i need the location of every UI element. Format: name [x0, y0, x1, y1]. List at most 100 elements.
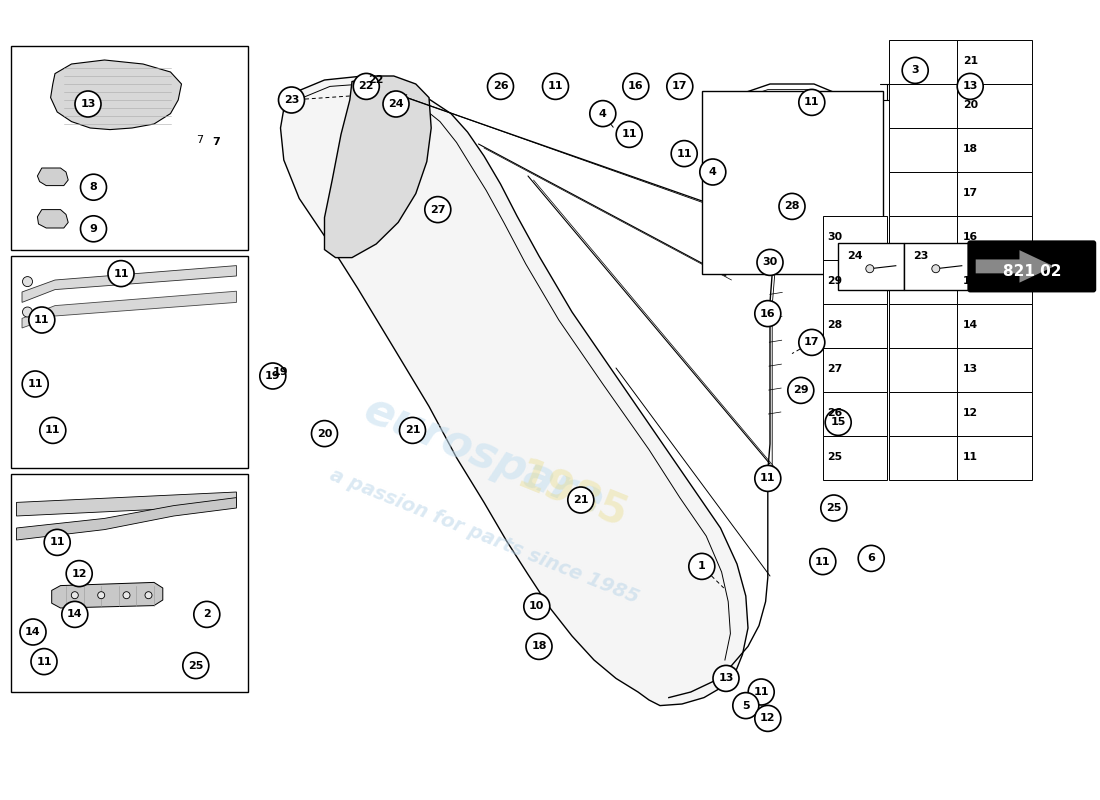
- Text: 11: 11: [548, 82, 563, 91]
- Text: 29: 29: [793, 386, 808, 395]
- Circle shape: [825, 410, 851, 435]
- Circle shape: [623, 74, 649, 99]
- Circle shape: [22, 371, 48, 397]
- Circle shape: [80, 174, 107, 200]
- Text: 7: 7: [212, 138, 220, 147]
- Text: 11: 11: [36, 657, 52, 666]
- Text: 21: 21: [962, 56, 978, 66]
- Polygon shape: [22, 266, 236, 302]
- Text: 5: 5: [742, 701, 749, 710]
- Circle shape: [20, 619, 46, 645]
- Text: 11: 11: [962, 452, 978, 462]
- Text: 15: 15: [830, 418, 846, 427]
- Text: 20: 20: [317, 429, 332, 438]
- FancyBboxPatch shape: [823, 348, 887, 392]
- Circle shape: [788, 378, 814, 403]
- FancyBboxPatch shape: [889, 216, 964, 260]
- Circle shape: [31, 649, 57, 674]
- Circle shape: [22, 307, 33, 317]
- Circle shape: [524, 594, 550, 619]
- Text: 18: 18: [531, 642, 547, 651]
- FancyBboxPatch shape: [957, 348, 1032, 392]
- FancyBboxPatch shape: [889, 260, 964, 304]
- Circle shape: [260, 363, 286, 389]
- Circle shape: [616, 122, 642, 147]
- FancyBboxPatch shape: [889, 392, 964, 436]
- Polygon shape: [16, 498, 236, 540]
- Text: 2: 2: [202, 610, 211, 619]
- Circle shape: [755, 301, 781, 326]
- Circle shape: [957, 74, 983, 99]
- FancyBboxPatch shape: [889, 84, 964, 128]
- Circle shape: [667, 74, 693, 99]
- Circle shape: [311, 421, 338, 446]
- Text: 23: 23: [913, 251, 928, 261]
- Text: 15: 15: [962, 276, 978, 286]
- Text: 11: 11: [754, 687, 769, 697]
- Text: 18: 18: [962, 144, 978, 154]
- Text: 7: 7: [196, 135, 202, 145]
- Text: 12: 12: [962, 408, 978, 418]
- Circle shape: [689, 554, 715, 579]
- Text: 30: 30: [762, 258, 778, 267]
- FancyBboxPatch shape: [957, 128, 1032, 172]
- Text: 13: 13: [962, 364, 978, 374]
- Circle shape: [757, 250, 783, 275]
- FancyBboxPatch shape: [11, 46, 248, 250]
- Circle shape: [713, 666, 739, 691]
- Text: 23: 23: [284, 95, 299, 105]
- FancyBboxPatch shape: [823, 260, 887, 304]
- Polygon shape: [976, 250, 1054, 282]
- Text: 27: 27: [827, 364, 843, 374]
- Text: 24: 24: [847, 251, 862, 261]
- Text: 22: 22: [359, 82, 374, 91]
- Text: 21: 21: [405, 426, 420, 435]
- Circle shape: [671, 141, 697, 166]
- Text: 17: 17: [804, 338, 820, 347]
- FancyBboxPatch shape: [889, 40, 964, 84]
- FancyBboxPatch shape: [889, 304, 964, 348]
- Circle shape: [66, 561, 92, 586]
- Text: 19: 19: [265, 371, 280, 381]
- Circle shape: [902, 58, 928, 83]
- Circle shape: [866, 265, 873, 273]
- Text: 20: 20: [962, 100, 978, 110]
- Circle shape: [278, 87, 305, 113]
- FancyBboxPatch shape: [823, 304, 887, 348]
- Circle shape: [75, 91, 101, 117]
- Text: 14: 14: [962, 320, 978, 330]
- Text: 29: 29: [827, 276, 842, 286]
- FancyBboxPatch shape: [889, 436, 964, 480]
- Text: 9: 9: [89, 224, 98, 234]
- Text: 11: 11: [45, 426, 60, 435]
- Text: 12: 12: [760, 714, 775, 723]
- FancyBboxPatch shape: [889, 128, 964, 172]
- Circle shape: [700, 159, 726, 185]
- Text: 24: 24: [388, 99, 404, 109]
- FancyBboxPatch shape: [957, 216, 1032, 260]
- Polygon shape: [37, 210, 68, 228]
- Text: 11: 11: [815, 557, 830, 566]
- Circle shape: [568, 487, 594, 513]
- FancyBboxPatch shape: [702, 91, 883, 274]
- Text: 11: 11: [804, 98, 820, 107]
- Text: 11: 11: [50, 538, 65, 547]
- Text: 11: 11: [621, 130, 637, 139]
- FancyBboxPatch shape: [957, 436, 1032, 480]
- Text: 21: 21: [573, 495, 588, 505]
- Circle shape: [799, 330, 825, 355]
- Text: 22: 22: [368, 75, 384, 85]
- Circle shape: [383, 91, 409, 117]
- Circle shape: [399, 418, 426, 443]
- Circle shape: [123, 592, 130, 598]
- Text: 30: 30: [827, 232, 842, 242]
- Text: 16: 16: [760, 309, 775, 318]
- Text: 25: 25: [188, 661, 204, 670]
- FancyBboxPatch shape: [823, 436, 887, 480]
- Text: 12: 12: [72, 569, 87, 578]
- Text: 19: 19: [273, 367, 288, 377]
- Text: 14: 14: [67, 610, 82, 619]
- Text: 17: 17: [672, 82, 688, 91]
- Text: 26: 26: [493, 82, 508, 91]
- Text: 13: 13: [80, 99, 96, 109]
